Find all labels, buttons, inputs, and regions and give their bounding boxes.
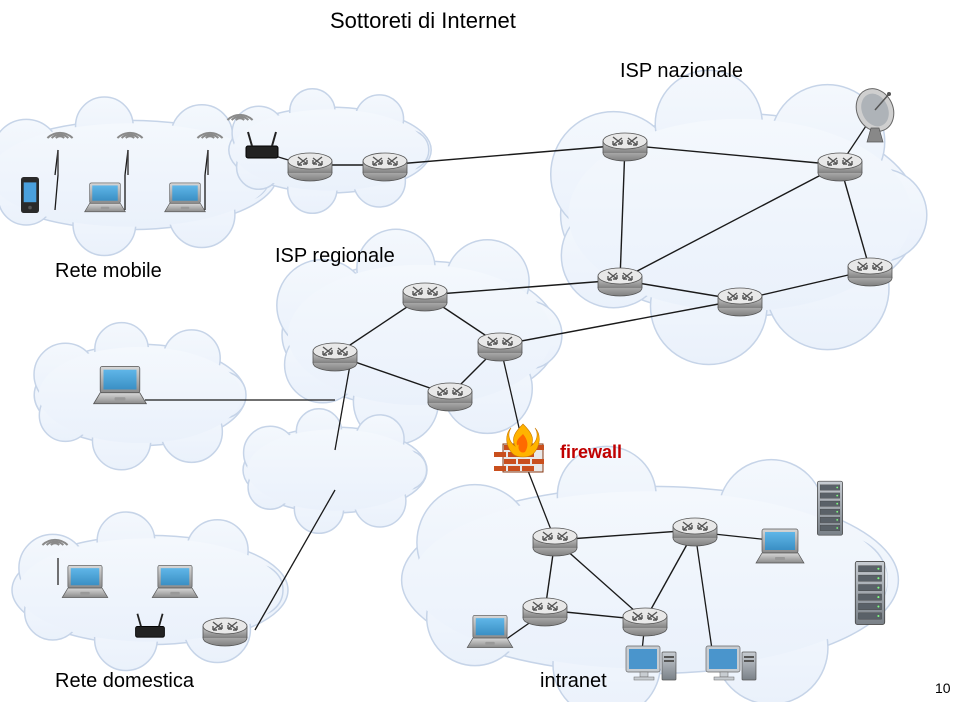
rete-mobile-label: Rete mobile bbox=[55, 260, 162, 283]
router-icon bbox=[818, 153, 862, 181]
router-icon bbox=[288, 153, 332, 181]
server-icon bbox=[855, 561, 884, 624]
laptop-icon bbox=[756, 529, 804, 563]
router-icon bbox=[718, 288, 762, 316]
router-icon bbox=[603, 133, 647, 161]
router-icon bbox=[848, 258, 892, 286]
cloud bbox=[12, 512, 288, 670]
cloud bbox=[243, 409, 427, 534]
page-number: 10 bbox=[935, 680, 951, 696]
title-label: Sottoreti di Internet bbox=[330, 8, 516, 34]
laptop-icon bbox=[152, 565, 198, 597]
intranet-label: intranet bbox=[540, 670, 607, 693]
diagram-stage: Sottoreti di Internet ISP nazionale ISP … bbox=[0, 0, 960, 702]
laptop-icon bbox=[165, 183, 206, 212]
isp-nazionale-label: ISP nazionale bbox=[620, 60, 743, 83]
router-icon bbox=[533, 528, 577, 556]
router-icon bbox=[598, 268, 642, 296]
router-icon bbox=[403, 283, 447, 311]
laptop-icon bbox=[94, 366, 147, 403]
laptop-icon bbox=[85, 183, 126, 212]
router-icon bbox=[673, 518, 717, 546]
router-icon bbox=[523, 598, 567, 626]
router-icon bbox=[428, 383, 472, 411]
rete-domestica-label: Rete domestica bbox=[55, 670, 194, 693]
firewall-label: firewall bbox=[560, 442, 622, 463]
laptop-icon bbox=[467, 615, 513, 647]
router-icon bbox=[623, 608, 667, 636]
isp-regionale-label: ISP regionale bbox=[275, 245, 395, 268]
server-icon bbox=[817, 481, 842, 535]
router-icon bbox=[478, 333, 522, 361]
router-icon bbox=[313, 343, 357, 371]
phone-icon bbox=[21, 177, 39, 213]
diagram-svg bbox=[0, 0, 960, 702]
laptop-icon bbox=[62, 565, 108, 597]
router-icon bbox=[363, 153, 407, 181]
router-icon bbox=[203, 618, 247, 646]
